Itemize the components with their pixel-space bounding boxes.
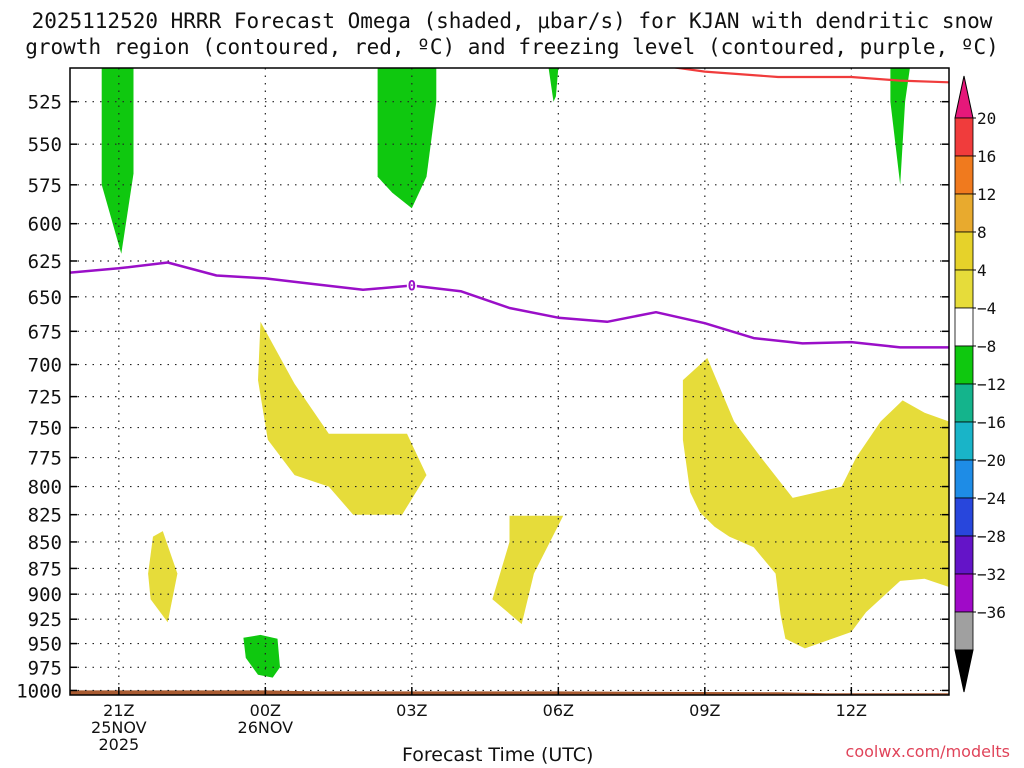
omega-region-5 — [243, 634, 280, 678]
colorbar-band-4 — [954, 231, 974, 271]
y-tick-label-750: 750 — [28, 418, 62, 440]
colorbar-label-3: 12 — [977, 185, 996, 204]
chart-title-line2: growth region (contoured, red, ºC) and f… — [25, 35, 999, 59]
freezing-level-label: 0 — [408, 279, 416, 295]
x-tick-label-6-0: 03Z — [396, 701, 427, 720]
y-tick-label-675: 675 — [28, 321, 62, 343]
colorbar-label-5: 4 — [977, 261, 987, 280]
y-tick-label-600: 600 — [28, 214, 62, 236]
colorbar-band-11 — [954, 497, 974, 537]
contour-layer: 0 — [70, 68, 949, 349]
colorbar-top-arrow — [954, 75, 974, 119]
x-tick-label-3-0: 00Z — [250, 701, 281, 720]
y-tick-label-550: 550 — [28, 134, 62, 156]
colorbar-label-1: 20 — [977, 109, 996, 128]
colorbar-band-8 — [954, 383, 974, 423]
colorbar-label-9: −16 — [977, 413, 1006, 432]
colorbar-label-8: −12 — [977, 375, 1006, 394]
x-tick-label-0-1: 25NOV — [91, 718, 147, 737]
dgz-contour-line — [670, 68, 949, 84]
colorbar-band-12 — [954, 535, 974, 575]
colorbar-label-14: −36 — [977, 603, 1006, 622]
plot-frame — [69, 67, 950, 696]
omega-region-6 — [258, 321, 427, 515]
colorbar-band-7 — [954, 345, 974, 385]
x-tick-label-0-2: 2025 — [98, 735, 139, 754]
colorbar-band-10 — [954, 459, 974, 499]
y-tick-label-725: 725 — [28, 387, 62, 409]
colorbar-label-10: −20 — [977, 451, 1006, 470]
axes-layer: 525 550 575 600 625 650 675 700 725 750 775 800 825 8… — [16, 67, 950, 754]
freezing-label-bg — [406, 277, 417, 292]
x-tick-label-12-0: 09Z — [689, 701, 720, 720]
chart-title: 2025112520 HRRR Forecast Omega (shaded, … — [0, 8, 1024, 60]
x-tick-label-0-0: 21Z — [103, 701, 134, 720]
colorbar-label-7: −8 — [977, 337, 996, 356]
y-tick-label-625: 625 — [28, 251, 62, 273]
colorbar-band-5 — [954, 269, 974, 309]
y-tick-label-825: 825 — [28, 505, 62, 527]
colorbar-band-1 — [954, 117, 974, 157]
credit-text: coolwx.com/modelts — [845, 742, 1010, 761]
omega-region-4 — [890, 68, 910, 185]
y-tick-label-525: 525 — [28, 92, 62, 114]
colorbar-label-6: −4 — [977, 299, 996, 318]
colorbar-band-13 — [954, 573, 974, 613]
colorbar-band-6 — [954, 307, 974, 347]
colorbar-band-3 — [954, 193, 974, 233]
x-tick-label-9-0: 06Z — [543, 701, 574, 720]
omega-region-3 — [548, 68, 559, 102]
terrain-fill — [70, 690, 949, 695]
colorbar-bottom-arrow — [954, 649, 974, 693]
omega-region-2 — [377, 68, 437, 209]
y-tick-label-575: 575 — [28, 175, 62, 197]
x-tick-label-15-0: 12Z — [836, 701, 867, 720]
y-tick-label-700: 700 — [28, 355, 62, 377]
y-tick-label-950: 950 — [28, 634, 62, 656]
colorbar-band-2 — [954, 155, 974, 195]
freezing-level-line — [70, 261, 949, 349]
y-tick-label-800: 800 — [28, 477, 62, 499]
x-axis-title: Forecast Time (UTC) — [402, 744, 594, 766]
colorbar-band-9 — [954, 421, 974, 461]
colorbar-band-14 — [954, 611, 974, 651]
omega-region-9 — [682, 358, 949, 649]
x-tick-label-3-1: 26NOV — [238, 718, 294, 737]
y-tick-label-900: 900 — [28, 584, 62, 606]
omega-region-7 — [148, 531, 178, 623]
y-tick-label-925: 925 — [28, 609, 62, 631]
y-tick-label-1000: 1000 — [16, 680, 62, 702]
omega-region-1 — [101, 68, 134, 254]
colorbar-label-2: 16 — [977, 147, 996, 166]
colorbar: 20 16 12 8 4 −4 −8 −12 −16 −20 −24 −28 −32 −36 — [954, 75, 1006, 693]
terrain-layer — [70, 690, 949, 695]
y-tick-label-850: 850 — [28, 532, 62, 554]
y-tick-label-775: 775 — [28, 448, 62, 470]
y-tick-label-975: 975 — [28, 657, 62, 679]
colorbar-label-13: −32 — [977, 565, 1006, 584]
y-tick-label-650: 650 — [28, 287, 62, 309]
colorbar-label-11: −24 — [977, 489, 1006, 508]
chart-title-line1: 2025112520 HRRR Forecast Omega (shaded, … — [31, 9, 993, 33]
colorbar-label-12: −28 — [977, 527, 1006, 546]
y-tick-label-875: 875 — [28, 558, 62, 580]
omega-shading-layer — [101, 68, 949, 678]
colorbar-label-4: 8 — [977, 223, 987, 242]
omega-region-8 — [492, 515, 564, 625]
